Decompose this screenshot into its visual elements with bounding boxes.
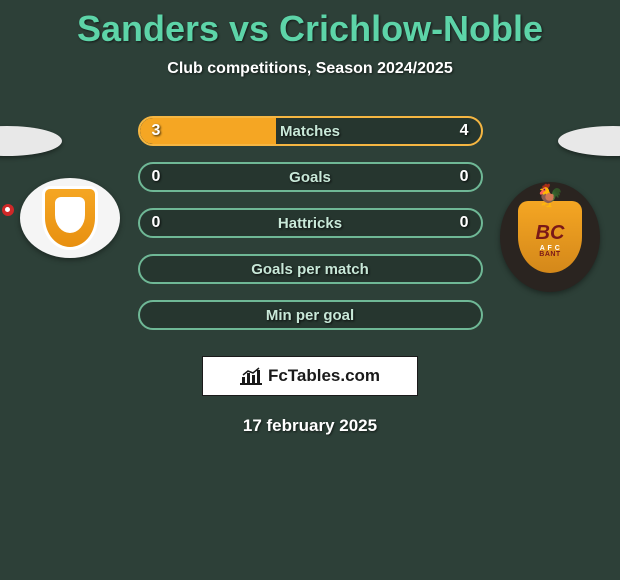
- page-subtitle: Club competitions, Season 2024/2025: [0, 60, 620, 78]
- stat-pill: Min per goal: [138, 300, 483, 330]
- stat-row: Min per goal: [0, 292, 620, 338]
- stat-label: Matches: [140, 118, 481, 144]
- stat-row: 00Goals: [0, 154, 620, 200]
- stat-pill: 34Matches: [138, 116, 483, 146]
- stat-label: Goals per match: [140, 256, 481, 282]
- stat-row: 34Matches: [0, 108, 620, 154]
- stats-container: 34Matches 00Goals 00Hattricks Goals per mat…: [0, 108, 620, 338]
- stat-row: Goals per match: [0, 246, 620, 292]
- stat-label: Min per goal: [140, 302, 481, 328]
- page-title: Sanders vs Crichlow-Noble: [0, 0, 620, 50]
- stat-pill: Goals per match: [138, 254, 483, 284]
- chart-icon: [240, 367, 262, 385]
- stat-pill: 00Hattricks: [138, 208, 483, 238]
- branding-box: FcTables.com: [202, 356, 418, 396]
- branding-text: FcTables.com: [268, 366, 380, 386]
- stat-label: Goals: [140, 164, 481, 190]
- date-text: 17 february 2025: [0, 416, 620, 436]
- stat-label: Hattricks: [140, 210, 481, 236]
- stat-row: 00Hattricks: [0, 200, 620, 246]
- stat-pill: 00Goals: [138, 162, 483, 192]
